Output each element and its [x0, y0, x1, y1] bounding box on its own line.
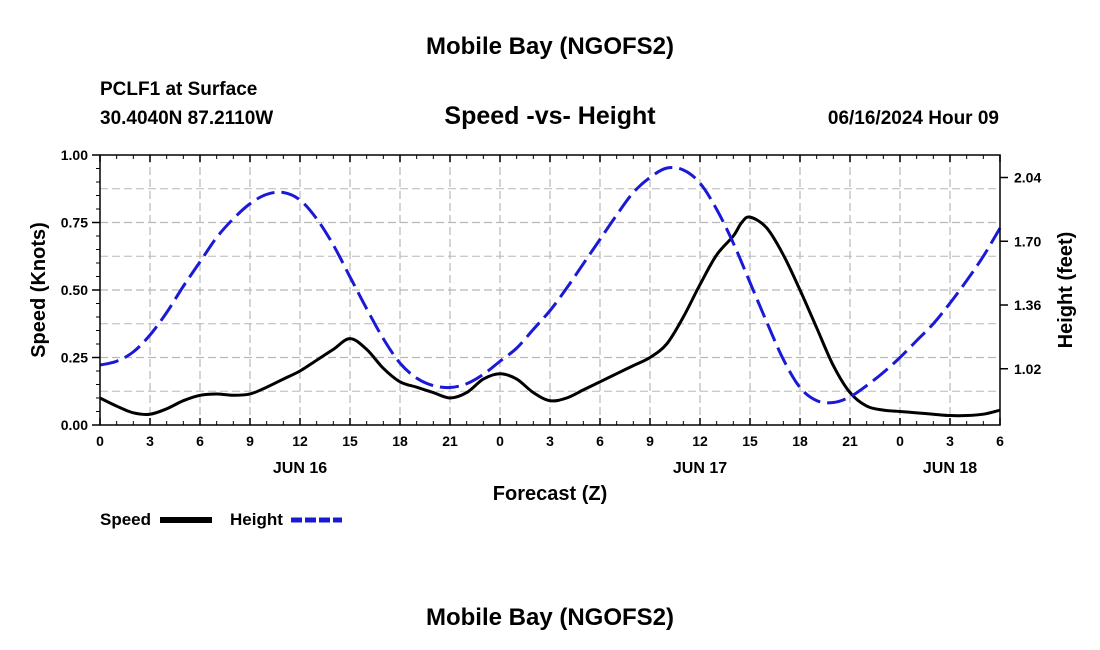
x-tick-label: 6	[996, 433, 1004, 449]
x-tick-label: 18	[792, 433, 808, 449]
y-left-tick-label: 0.75	[61, 215, 88, 231]
x-tick-label: 12	[292, 433, 308, 449]
footer-title: Mobile Bay (NGOFS2)	[426, 604, 674, 631]
series-line-speed	[99, 215, 1001, 418]
x-tick-label: 3	[946, 433, 954, 449]
page-title: Mobile Bay (NGOFS2)	[426, 33, 674, 60]
x-tick-label: 18	[392, 433, 408, 449]
y-right-tick-label: 2.04	[1014, 170, 1041, 186]
station-coordinates: 30.4040N 87.2110W	[100, 108, 273, 129]
y-left-tick-label: 0.00	[61, 417, 88, 433]
x-tick-label: 15	[342, 433, 358, 449]
x-tick-label: 0	[96, 433, 104, 449]
legend: Speed Height	[100, 510, 342, 529]
legend-speed-label: Speed	[100, 510, 151, 529]
x-tick-label: 15	[742, 433, 758, 449]
x-tick-label: 0	[896, 433, 904, 449]
y-right-tick-label: 1.70	[1014, 233, 1041, 249]
x-tick-label: 9	[646, 433, 654, 449]
forecast-timestamp: 06/16/2024 Hour 09	[828, 108, 999, 129]
x-tick-label: 3	[546, 433, 554, 449]
x-tick-label: 6	[196, 433, 204, 449]
x-axis-label: Forecast (Z)	[493, 483, 607, 505]
y-right-tick-label: 1.02	[1014, 361, 1041, 377]
x-tick-label: 6	[596, 433, 604, 449]
chart-title: Speed -vs- Height	[444, 102, 656, 130]
x-tick-label: 9	[246, 433, 254, 449]
x-tick-label: 0	[496, 433, 504, 449]
plot-series	[99, 166, 1002, 418]
station-label: PCLF1 at Surface	[100, 79, 257, 100]
y-axis-left-label: Speed (Knots)	[28, 222, 50, 358]
x-tick-label: 12	[692, 433, 708, 449]
grid-lines	[100, 155, 1000, 425]
x-date-label: JUN 18	[923, 460, 977, 477]
x-tick-label: 21	[842, 433, 858, 449]
y-right-tick-label: 1.36	[1014, 297, 1041, 313]
legend-height-label: Height	[230, 510, 283, 529]
y-axis-right-label: Height (feet)	[1055, 232, 1077, 349]
x-tick-label: 21	[442, 433, 458, 449]
x-tick-label: 3	[146, 433, 154, 449]
x-date-label: JUN 17	[673, 460, 727, 477]
axes: 0 3 6 9 12 15 18 21 0 3 6 9 12 15 18 21 0 3 6 JUN 16 JUN 17 J…	[61, 147, 1042, 477]
y-left-tick-label: 0.50	[61, 282, 88, 298]
series-line-height	[99, 166, 1002, 405]
y-left-tick-label: 0.25	[61, 350, 88, 366]
y-left-tick-label: 1.00	[61, 147, 88, 163]
x-date-label: JUN 16	[273, 460, 327, 477]
